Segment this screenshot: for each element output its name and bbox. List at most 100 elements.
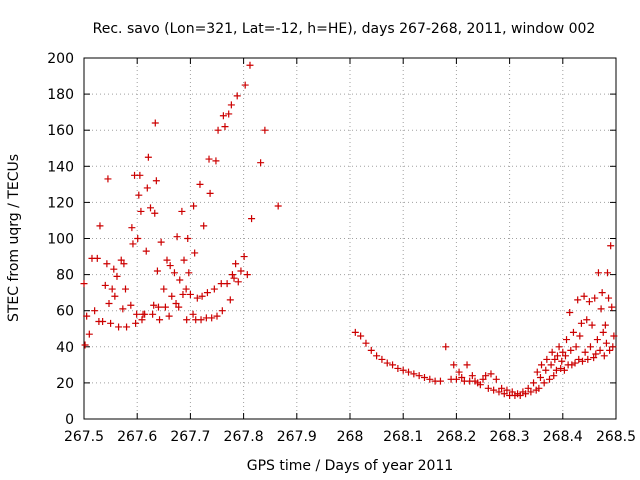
data-point <box>85 330 93 338</box>
data-point <box>577 319 585 327</box>
data-point <box>173 233 181 241</box>
y-tick-label: 0 <box>65 412 74 428</box>
data-point <box>516 392 524 400</box>
y-axis-label: STEC from uqrg / TECUs <box>6 154 22 322</box>
data-point <box>179 290 187 298</box>
data-point <box>151 209 159 217</box>
data-point <box>490 386 498 394</box>
y-tick-label: 200 <box>47 51 74 67</box>
y-axis: 0 20 40 60 80 100 120 140 160 180 200 <box>47 51 616 428</box>
data-point <box>154 303 162 311</box>
data-point <box>569 328 577 336</box>
data-point <box>605 294 613 302</box>
data-point <box>552 366 560 374</box>
data-point <box>410 370 418 378</box>
data-point <box>196 180 204 188</box>
data-point <box>547 361 555 369</box>
data-point <box>543 355 551 363</box>
data-point <box>142 247 150 255</box>
data-point <box>522 390 530 398</box>
data-point <box>524 384 532 392</box>
x-tick-label: 267.7 <box>170 429 210 445</box>
data-point <box>261 126 269 134</box>
x-axis: 267.5 267.6 267.7 267.8 267.9 268 268.1 268.2 26… <box>64 58 636 445</box>
data-point <box>246 61 254 69</box>
data-point <box>117 256 125 264</box>
data-point <box>96 222 104 230</box>
data-point <box>527 388 535 396</box>
data-point <box>157 238 165 246</box>
data-point <box>205 155 213 163</box>
data-point <box>232 260 240 268</box>
x-tick-label: 267.8 <box>224 429 264 445</box>
data-point <box>198 292 206 300</box>
data-point <box>170 269 178 277</box>
data-point <box>208 314 216 322</box>
data-point <box>548 348 556 356</box>
data-point <box>383 359 391 367</box>
data-point <box>598 289 606 297</box>
data-point <box>115 323 123 331</box>
data-point <box>172 299 180 307</box>
data-point <box>120 260 128 268</box>
data-point <box>586 343 594 351</box>
data-point <box>426 375 434 383</box>
data-point <box>550 372 558 380</box>
data-point <box>138 316 146 324</box>
x-axis-label: GPS time / Days of year 2011 <box>247 458 454 474</box>
data-point <box>503 386 511 394</box>
data-point <box>175 303 183 311</box>
data-point <box>601 321 609 329</box>
y-tick-label: 40 <box>56 340 74 356</box>
data-point <box>128 224 136 232</box>
data-point <box>91 307 99 315</box>
x-tick-label: 267.9 <box>277 429 317 445</box>
y-tick-label: 20 <box>56 376 74 392</box>
data-point <box>575 355 583 363</box>
data-point <box>538 361 546 369</box>
data-point <box>189 310 197 318</box>
data-point <box>121 285 129 293</box>
data-point <box>591 294 599 302</box>
data-point <box>210 285 218 293</box>
data-point <box>588 321 596 329</box>
x-tick-label: 268.1 <box>383 429 423 445</box>
data-point <box>479 375 487 383</box>
data-point <box>610 332 618 340</box>
data-point <box>230 274 238 282</box>
data-point <box>362 339 370 347</box>
y-tick-label: 80 <box>56 268 74 284</box>
data-point <box>190 202 198 210</box>
y-tick-label: 120 <box>47 195 74 211</box>
data-point <box>165 312 173 320</box>
data-point <box>152 177 160 185</box>
data-point <box>113 272 121 280</box>
data-point <box>166 262 174 270</box>
data-point <box>553 352 561 360</box>
data-point <box>227 101 235 109</box>
data-point <box>248 215 256 223</box>
data-point <box>257 159 265 167</box>
x-tick-label: 267.6 <box>117 429 157 445</box>
data-point <box>533 368 541 376</box>
data-point <box>373 352 381 360</box>
data-point <box>484 384 492 392</box>
y-tick-label: 60 <box>56 304 74 320</box>
data-point <box>135 191 143 199</box>
data-point <box>378 355 386 363</box>
data-point <box>184 235 192 242</box>
data-point <box>609 343 617 351</box>
data-point <box>129 240 137 248</box>
data-point <box>191 249 199 257</box>
data-point <box>144 153 152 161</box>
data-point <box>111 292 119 300</box>
data-point <box>203 289 211 297</box>
data-point <box>127 301 135 309</box>
data-point <box>186 290 194 298</box>
data-point <box>567 346 575 354</box>
data-point <box>153 267 161 275</box>
data-point <box>150 301 158 309</box>
data-point <box>221 123 229 131</box>
data-point <box>149 310 157 318</box>
